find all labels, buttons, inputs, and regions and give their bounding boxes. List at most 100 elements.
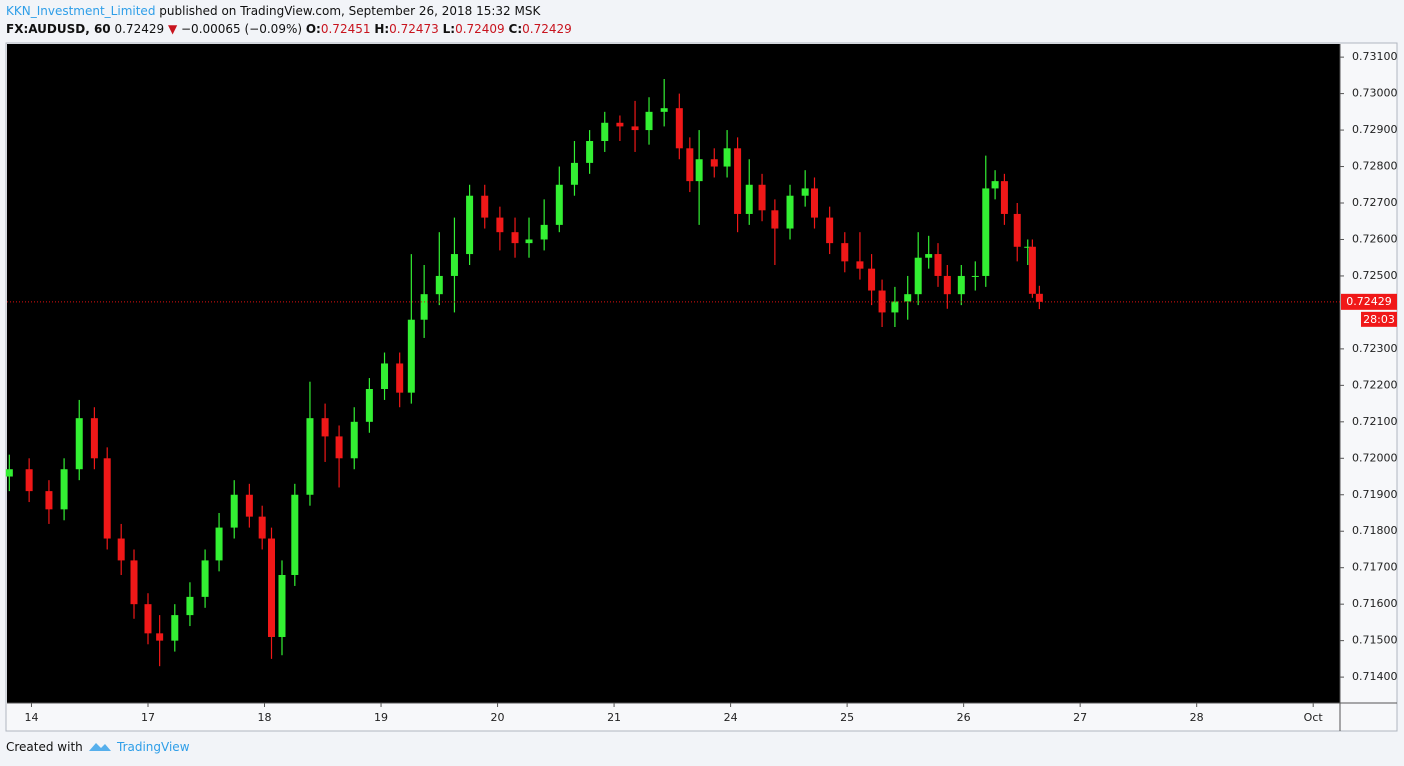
candle-body: [758, 184, 766, 211]
x-tick-label: 27: [1073, 711, 1087, 724]
candle-body: [570, 162, 578, 185]
y-tick-label: 0.72000: [1352, 451, 1398, 464]
candle-body: [1000, 181, 1008, 214]
candle-body: [258, 516, 266, 539]
x-tick-label: 28: [1190, 711, 1204, 724]
candle-body: [904, 294, 912, 302]
symbol: FX:AUDUSD, 60: [6, 22, 111, 36]
candle-body: [982, 188, 990, 276]
candle-body: [660, 108, 668, 112]
candle-body: [971, 275, 979, 277]
candle-body: [90, 418, 98, 459]
candle-body: [616, 122, 624, 127]
y-tick-label: 0.73000: [1352, 87, 1398, 100]
candle-body: [350, 421, 358, 459]
publish-line: KKN_Investment_Limited published on Trad…: [6, 4, 540, 18]
quote-line: FX:AUDUSD, 60 0.72429 ▼ −0.00065 (−0.09%…: [6, 22, 572, 36]
last-price-label: 0.72429: [1346, 295, 1392, 308]
y-tick-label: 0.72600: [1352, 232, 1398, 245]
candle-body: [450, 254, 458, 276]
candle-body: [745, 184, 753, 214]
close: 0.72429: [522, 22, 572, 36]
high: 0.72473: [389, 22, 439, 36]
candle-body: [396, 363, 404, 393]
candle-body: [1013, 213, 1021, 247]
candle-body: [957, 275, 965, 295]
candle-body: [335, 436, 343, 459]
candle-body: [171, 615, 179, 641]
x-tick-label: 21: [607, 711, 621, 724]
y-tick-label: 0.71900: [1352, 488, 1398, 501]
candle-body: [943, 275, 951, 295]
candle-body: [321, 418, 329, 437]
x-tick-label: 14: [24, 711, 38, 724]
published: published on TradingView.com, September …: [159, 4, 541, 18]
x-tick-label: 24: [724, 711, 738, 724]
candle-body: [914, 257, 922, 295]
candle-body: [381, 363, 389, 389]
y-tick-label: 0.71800: [1352, 524, 1398, 537]
candle-body: [103, 458, 111, 539]
candle-body: [771, 210, 779, 229]
brand-text[interactable]: TradingView: [117, 740, 190, 754]
countdown-box: [1361, 311, 1397, 327]
candle-body: [1024, 246, 1032, 248]
open: 0.72451: [320, 22, 371, 36]
candle-body: [25, 469, 33, 492]
x-tick-label: 17: [141, 711, 155, 724]
candle-body: [891, 301, 899, 313]
candle-body: [291, 494, 299, 575]
candle-body: [710, 159, 718, 167]
created: Created with: [6, 740, 83, 754]
candle-body: [481, 195, 489, 218]
candle-body: [245, 494, 253, 517]
brand[interactable]: TradingView: [117, 740, 190, 754]
y-tick-label: 0.72500: [1352, 269, 1398, 282]
candle-body: [801, 188, 809, 196]
candle-body: [407, 319, 415, 393]
candle-body: [786, 195, 794, 229]
candle-body: [144, 604, 152, 634]
candle-body: [201, 560, 209, 597]
y-tick-label: 0.72700: [1352, 196, 1398, 209]
low-label: L:: [442, 22, 456, 36]
author[interactable]: KKN_Investment_Limited: [6, 4, 156, 18]
candle-body: [925, 254, 933, 258]
candle-body: [991, 181, 999, 189]
y-tick-label: 0.73100: [1352, 50, 1398, 63]
footer: Created with: [6, 740, 83, 754]
candle-body: [496, 217, 504, 233]
candle-body: [1035, 293, 1043, 302]
x-tick-label: 25: [840, 711, 854, 724]
x-tick-label: 26: [957, 711, 971, 724]
y-tick-label: 0.72800: [1352, 160, 1398, 173]
down-arrow: ▼: [167, 22, 178, 36]
change: −0.00065 (−0.09%): [181, 22, 303, 36]
x-tick-label: Oct: [1304, 711, 1324, 724]
y-tick-label: 0.71600: [1352, 597, 1398, 610]
logo[interactable]: [88, 739, 112, 755]
candle-body: [365, 388, 373, 422]
candle-body: [856, 261, 864, 269]
candle-body: [117, 538, 125, 561]
high-label: H:: [374, 22, 390, 36]
last: 0.72429: [114, 22, 165, 36]
x-tick-label: 20: [491, 711, 505, 724]
candle-body: [435, 275, 443, 295]
candle-body: [525, 239, 533, 244]
y-tick-label: 0.71400: [1352, 670, 1398, 683]
candle-body: [268, 538, 276, 637]
y-tick-label: 0.72100: [1352, 415, 1398, 428]
y-tick-label: 0.72900: [1352, 123, 1398, 136]
close-label: C:: [508, 22, 523, 36]
candle-body: [810, 188, 818, 218]
candle-body: [186, 596, 194, 616]
candle-body: [878, 290, 886, 313]
candle-body: [675, 108, 683, 149]
candle-body: [60, 469, 68, 510]
candle-body: [1028, 246, 1036, 294]
plot-area: [7, 44, 1340, 703]
candle-body: [45, 491, 53, 510]
